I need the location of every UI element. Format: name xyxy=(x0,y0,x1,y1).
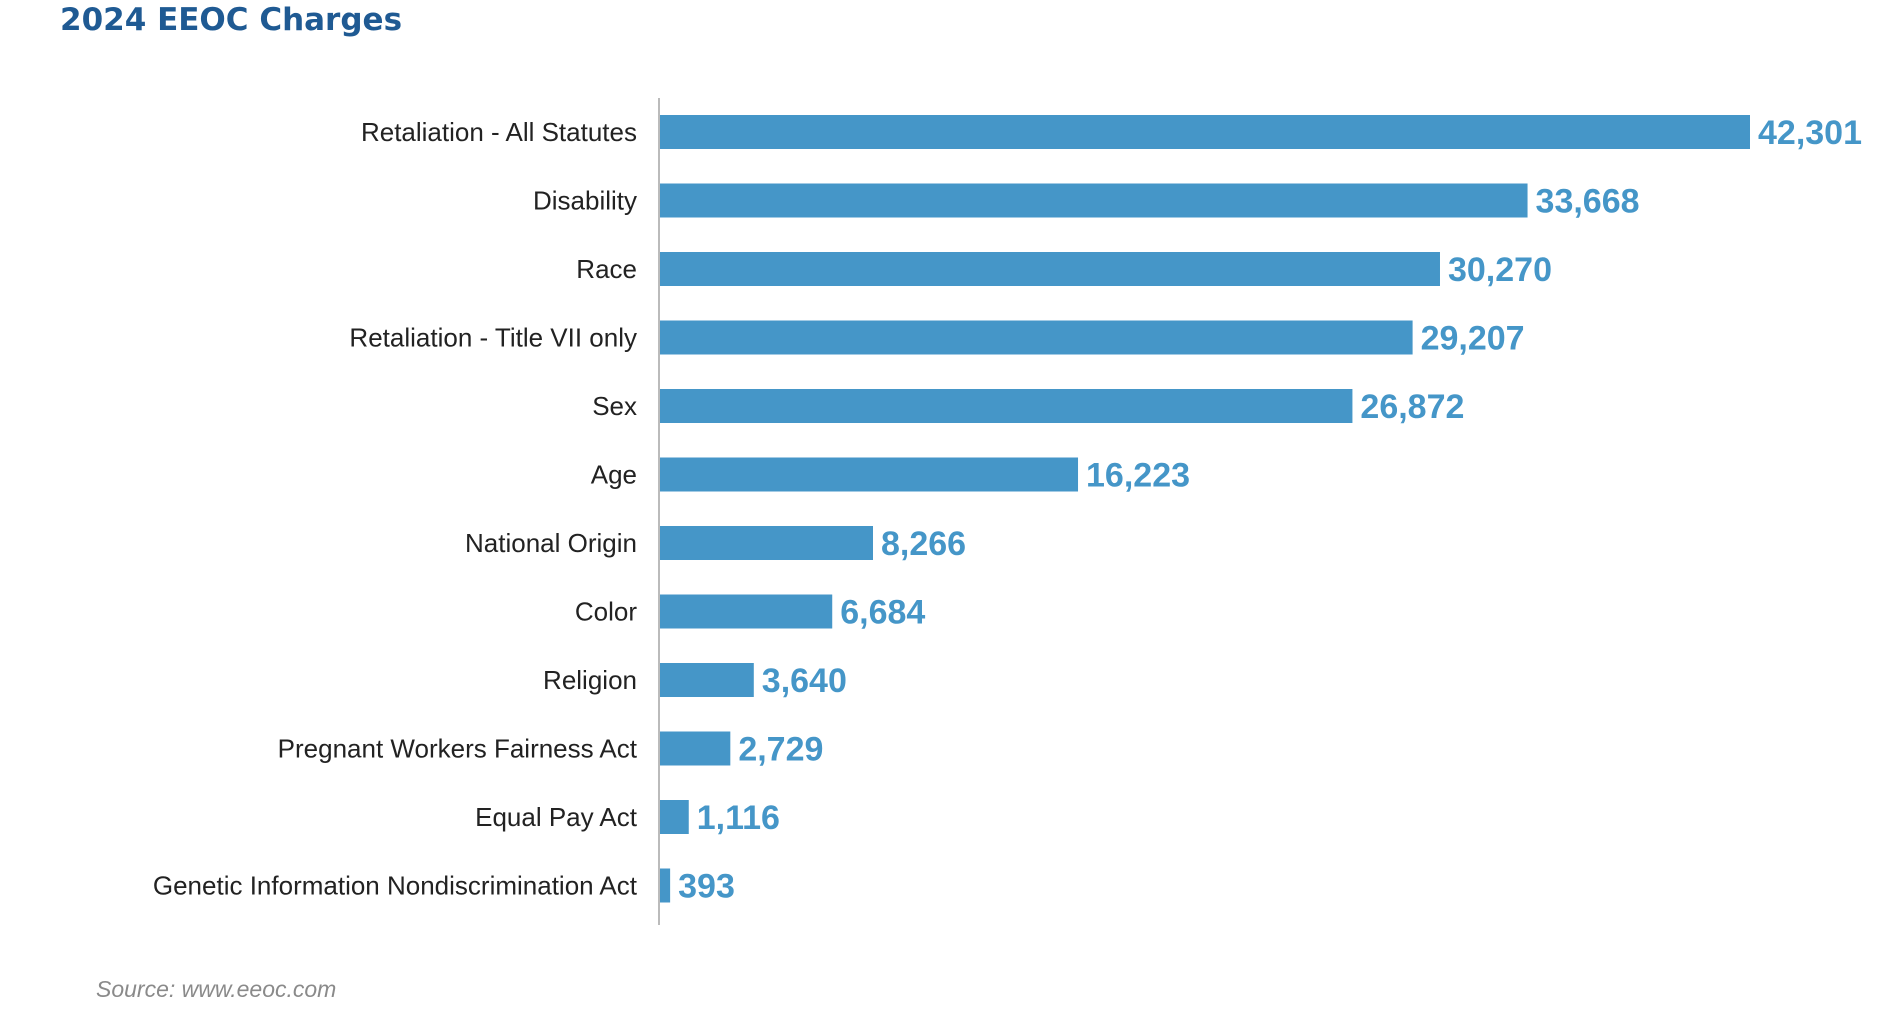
value-label: 1,116 xyxy=(697,799,780,837)
chart-title: 2024 EEOC Charges xyxy=(60,2,403,38)
category-label: Religion xyxy=(543,665,637,695)
bar xyxy=(660,526,873,560)
value-label: 8,266 xyxy=(881,525,966,563)
bars-layer: Retaliation - All Statutes 42,301 Disabili… xyxy=(153,114,1862,906)
bar xyxy=(660,800,689,834)
value-label: 26,872 xyxy=(1360,388,1464,426)
category-label: Disability xyxy=(533,186,637,216)
category-label: Race xyxy=(576,254,637,284)
bar xyxy=(660,594,833,629)
bar xyxy=(660,731,731,766)
value-label: 29,207 xyxy=(1421,320,1525,358)
value-label: 42,301 xyxy=(1758,114,1862,152)
category-label: Genetic Information Nondiscrimination Ac… xyxy=(153,871,638,901)
bar xyxy=(660,457,1079,492)
bar xyxy=(660,115,1750,149)
value-label: 33,668 xyxy=(1536,183,1640,221)
value-label: 2,729 xyxy=(738,731,823,769)
bar xyxy=(660,252,1440,286)
category-label: Retaliation - Title VII only xyxy=(349,323,637,353)
category-label: Retaliation - All Statutes xyxy=(361,117,637,147)
bar xyxy=(660,320,1413,355)
bar xyxy=(660,389,1353,423)
category-label: Pregnant Workers Fairness Act xyxy=(278,734,638,764)
category-label: Color xyxy=(575,597,637,627)
value-label: 16,223 xyxy=(1086,457,1190,495)
value-label: 6,684 xyxy=(840,594,925,632)
bar xyxy=(660,868,671,903)
value-label: 3,640 xyxy=(762,662,847,700)
category-label: National Origin xyxy=(465,528,637,558)
source-note: Source: www.eeoc.com xyxy=(96,976,337,1002)
bar xyxy=(660,183,1528,218)
category-label: Equal Pay Act xyxy=(475,802,638,832)
category-label: Sex xyxy=(592,391,637,421)
value-label: 30,270 xyxy=(1448,251,1552,289)
category-label: Age xyxy=(591,460,637,490)
value-label: 393 xyxy=(678,868,735,906)
bar xyxy=(660,663,754,697)
